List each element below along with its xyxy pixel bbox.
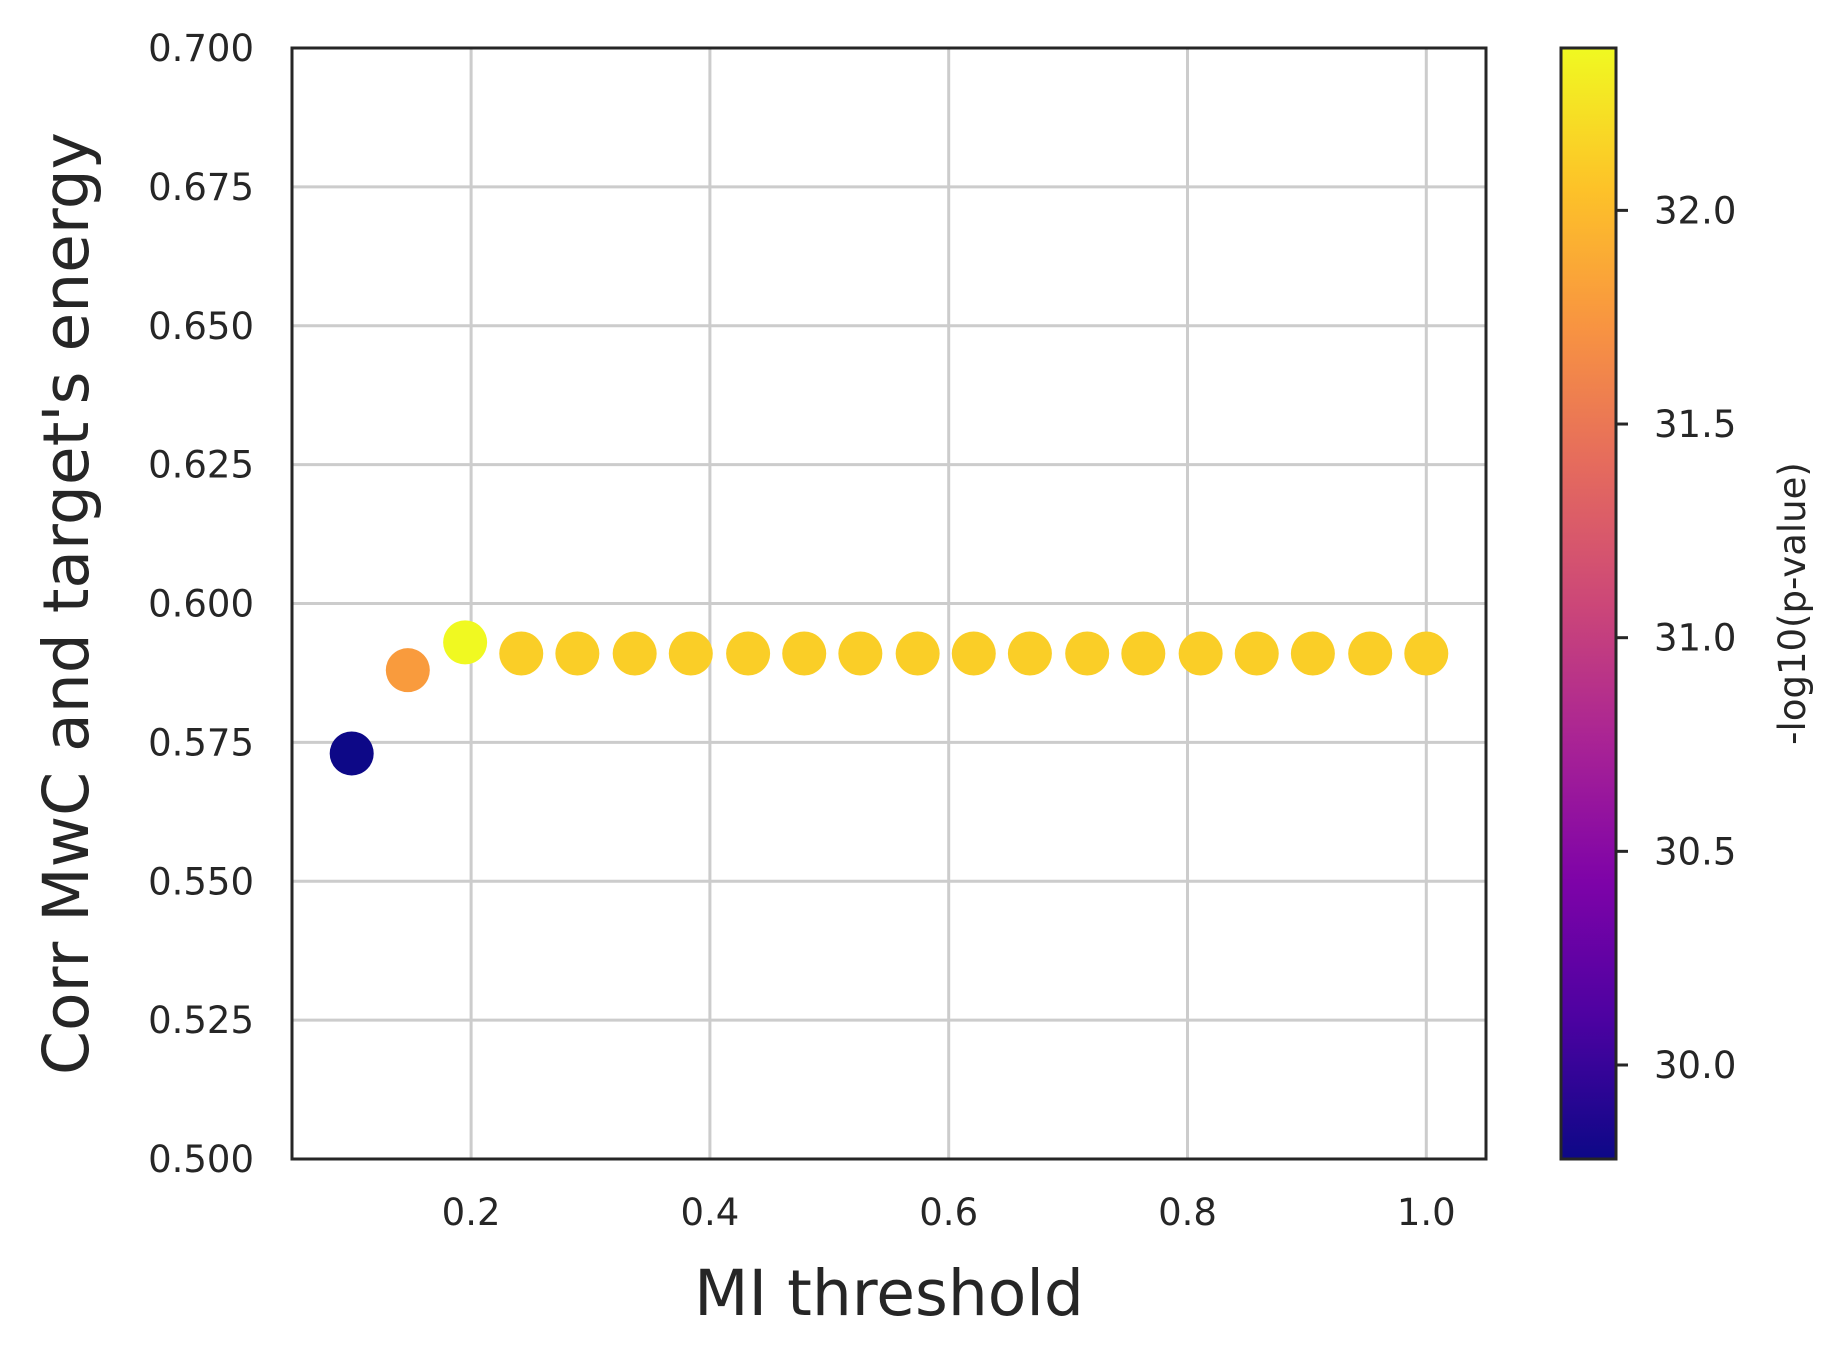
y-tick-label: 0.550: [148, 860, 254, 903]
colorbar-tick-label: 31.0: [1654, 617, 1736, 660]
x-axis-title: MI threshold: [694, 1257, 1084, 1330]
x-tick-label: 0.6: [919, 1191, 978, 1234]
grid-lines: [292, 46, 1486, 1161]
data-point: [1178, 631, 1223, 676]
colorbar-tick-label: 30.0: [1654, 1044, 1736, 1087]
data-point: [1404, 631, 1449, 676]
data-point: [1007, 631, 1052, 676]
data-point: [612, 631, 657, 676]
data-point: [895, 631, 940, 676]
data-point: [499, 631, 544, 676]
y-tick-label: 0.600: [148, 583, 254, 626]
data-point: [838, 631, 883, 676]
data-point: [385, 648, 430, 693]
y-tick-label: 0.525: [148, 999, 254, 1042]
data-point: [1234, 631, 1279, 676]
x-tick-label: 0.4: [680, 1191, 739, 1234]
y-tick-label: 0.575: [148, 721, 254, 764]
data-point: [1348, 631, 1393, 676]
y-tick-label: 0.675: [148, 166, 254, 209]
x-tick-label: 0.2: [442, 1191, 501, 1234]
data-point: [443, 620, 488, 665]
y-tick-label: 0.500: [148, 1138, 254, 1181]
data-point: [329, 731, 374, 776]
y-tick-label: 0.700: [148, 27, 254, 70]
data-point: [1065, 631, 1110, 676]
x-tick-label: 1.0: [1397, 1191, 1456, 1234]
colorbar-frame: [1559, 46, 1618, 1161]
colorbar-title: -log10(p-value): [1771, 462, 1814, 745]
data-point: [668, 631, 713, 676]
plot-frame: [290, 46, 1488, 1161]
data-point: [1121, 631, 1166, 676]
y-axis-title: Corr MwC and target's energy: [30, 132, 103, 1075]
data-point: [555, 631, 600, 676]
colorbar-tick-label: 31.5: [1654, 403, 1736, 446]
colorbar-tick-label: 32.0: [1654, 189, 1736, 232]
data-point: [1290, 631, 1335, 676]
data-point: [951, 631, 996, 676]
y-tick-label: 0.650: [148, 305, 254, 348]
data-point: [726, 631, 771, 676]
colorbar-tick-label: 30.5: [1654, 830, 1736, 873]
y-axis-ticks: 0.500 0.525 0.550 0.575 0.600 0.625 0.650 0.675…: [148, 27, 254, 1181]
colorbar-ticks: 30.0 30.5 31.0 31.5 32.0: [1616, 189, 1736, 1087]
data-point: [782, 631, 827, 676]
x-tick-label: 0.8: [1158, 1191, 1217, 1234]
data-points: [329, 620, 1449, 776]
x-axis-ticks: 0.2 0.4 0.6 0.8 1.0: [442, 1191, 1456, 1234]
colorbar-gradient: [1561, 48, 1616, 1159]
y-tick-label: 0.625: [148, 444, 254, 487]
colorbar: 30.0 30.5 31.0 31.5 32.0 -log10(p-value): [1559, 46, 1814, 1161]
